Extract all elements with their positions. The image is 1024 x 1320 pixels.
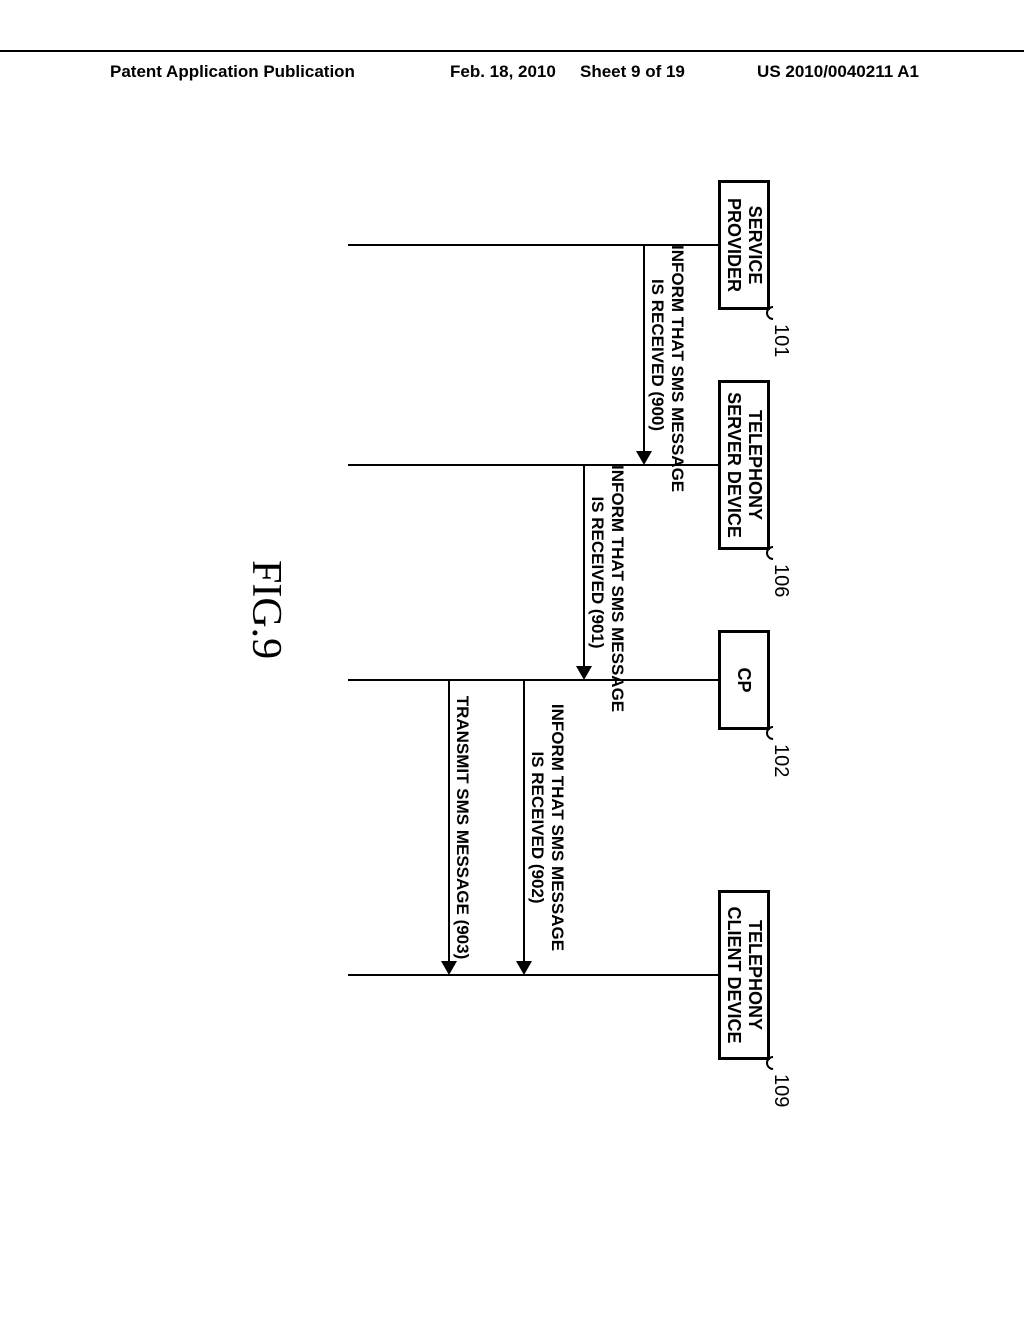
ref-label-tcd: 109 <box>769 1074 792 1107</box>
arrow-1 <box>583 465 585 668</box>
header-pub: Patent Application Publication <box>110 62 355 82</box>
header-pubno: US 2010/0040211 A1 <box>757 62 919 82</box>
page-header: Patent Application Publication Feb. 18, … <box>0 50 1024 90</box>
ref-label-cp: 102 <box>769 744 792 777</box>
msg-label-2: INFORM THAT SMS MESSAGEIS RECEIVED (902) <box>526 680 567 975</box>
sequence-diagram: SERVICEPROVIDER 101 TELEPHONYSERVER DEVICE… <box>190 130 790 1130</box>
msg-label-0: INFORM THAT SMS MESSAGEIS RECEIVED (900) <box>646 245 687 465</box>
figure-label: FIG.9 <box>242 560 290 659</box>
header-date: Feb. 18, 2010 <box>450 62 556 82</box>
ref-label-sp: 101 <box>769 324 792 357</box>
arrow-0 <box>643 245 645 453</box>
ref-label-tsd: 106 <box>769 564 792 597</box>
msg-label-3: TRANSMIT SMS MESSAGE (903) <box>452 680 472 975</box>
entity-tcd: TELEPHONYCLIENT DEVICE <box>718 890 770 1060</box>
entity-cp: CP <box>718 630 770 730</box>
header-sheet: Sheet 9 of 19 <box>580 62 685 82</box>
entity-tsd: TELEPHONYSERVER DEVICE <box>718 380 770 550</box>
entity-sp: SERVICEPROVIDER <box>718 180 770 310</box>
arrow-3 <box>448 680 450 963</box>
diagram-area: SERVICEPROVIDER 101 TELEPHONYSERVER DEVICE… <box>190 130 840 1180</box>
msg-label-1: INFORM THAT SMS MESSAGEIS RECEIVED (901) <box>586 465 627 680</box>
arrow-2 <box>523 680 525 963</box>
